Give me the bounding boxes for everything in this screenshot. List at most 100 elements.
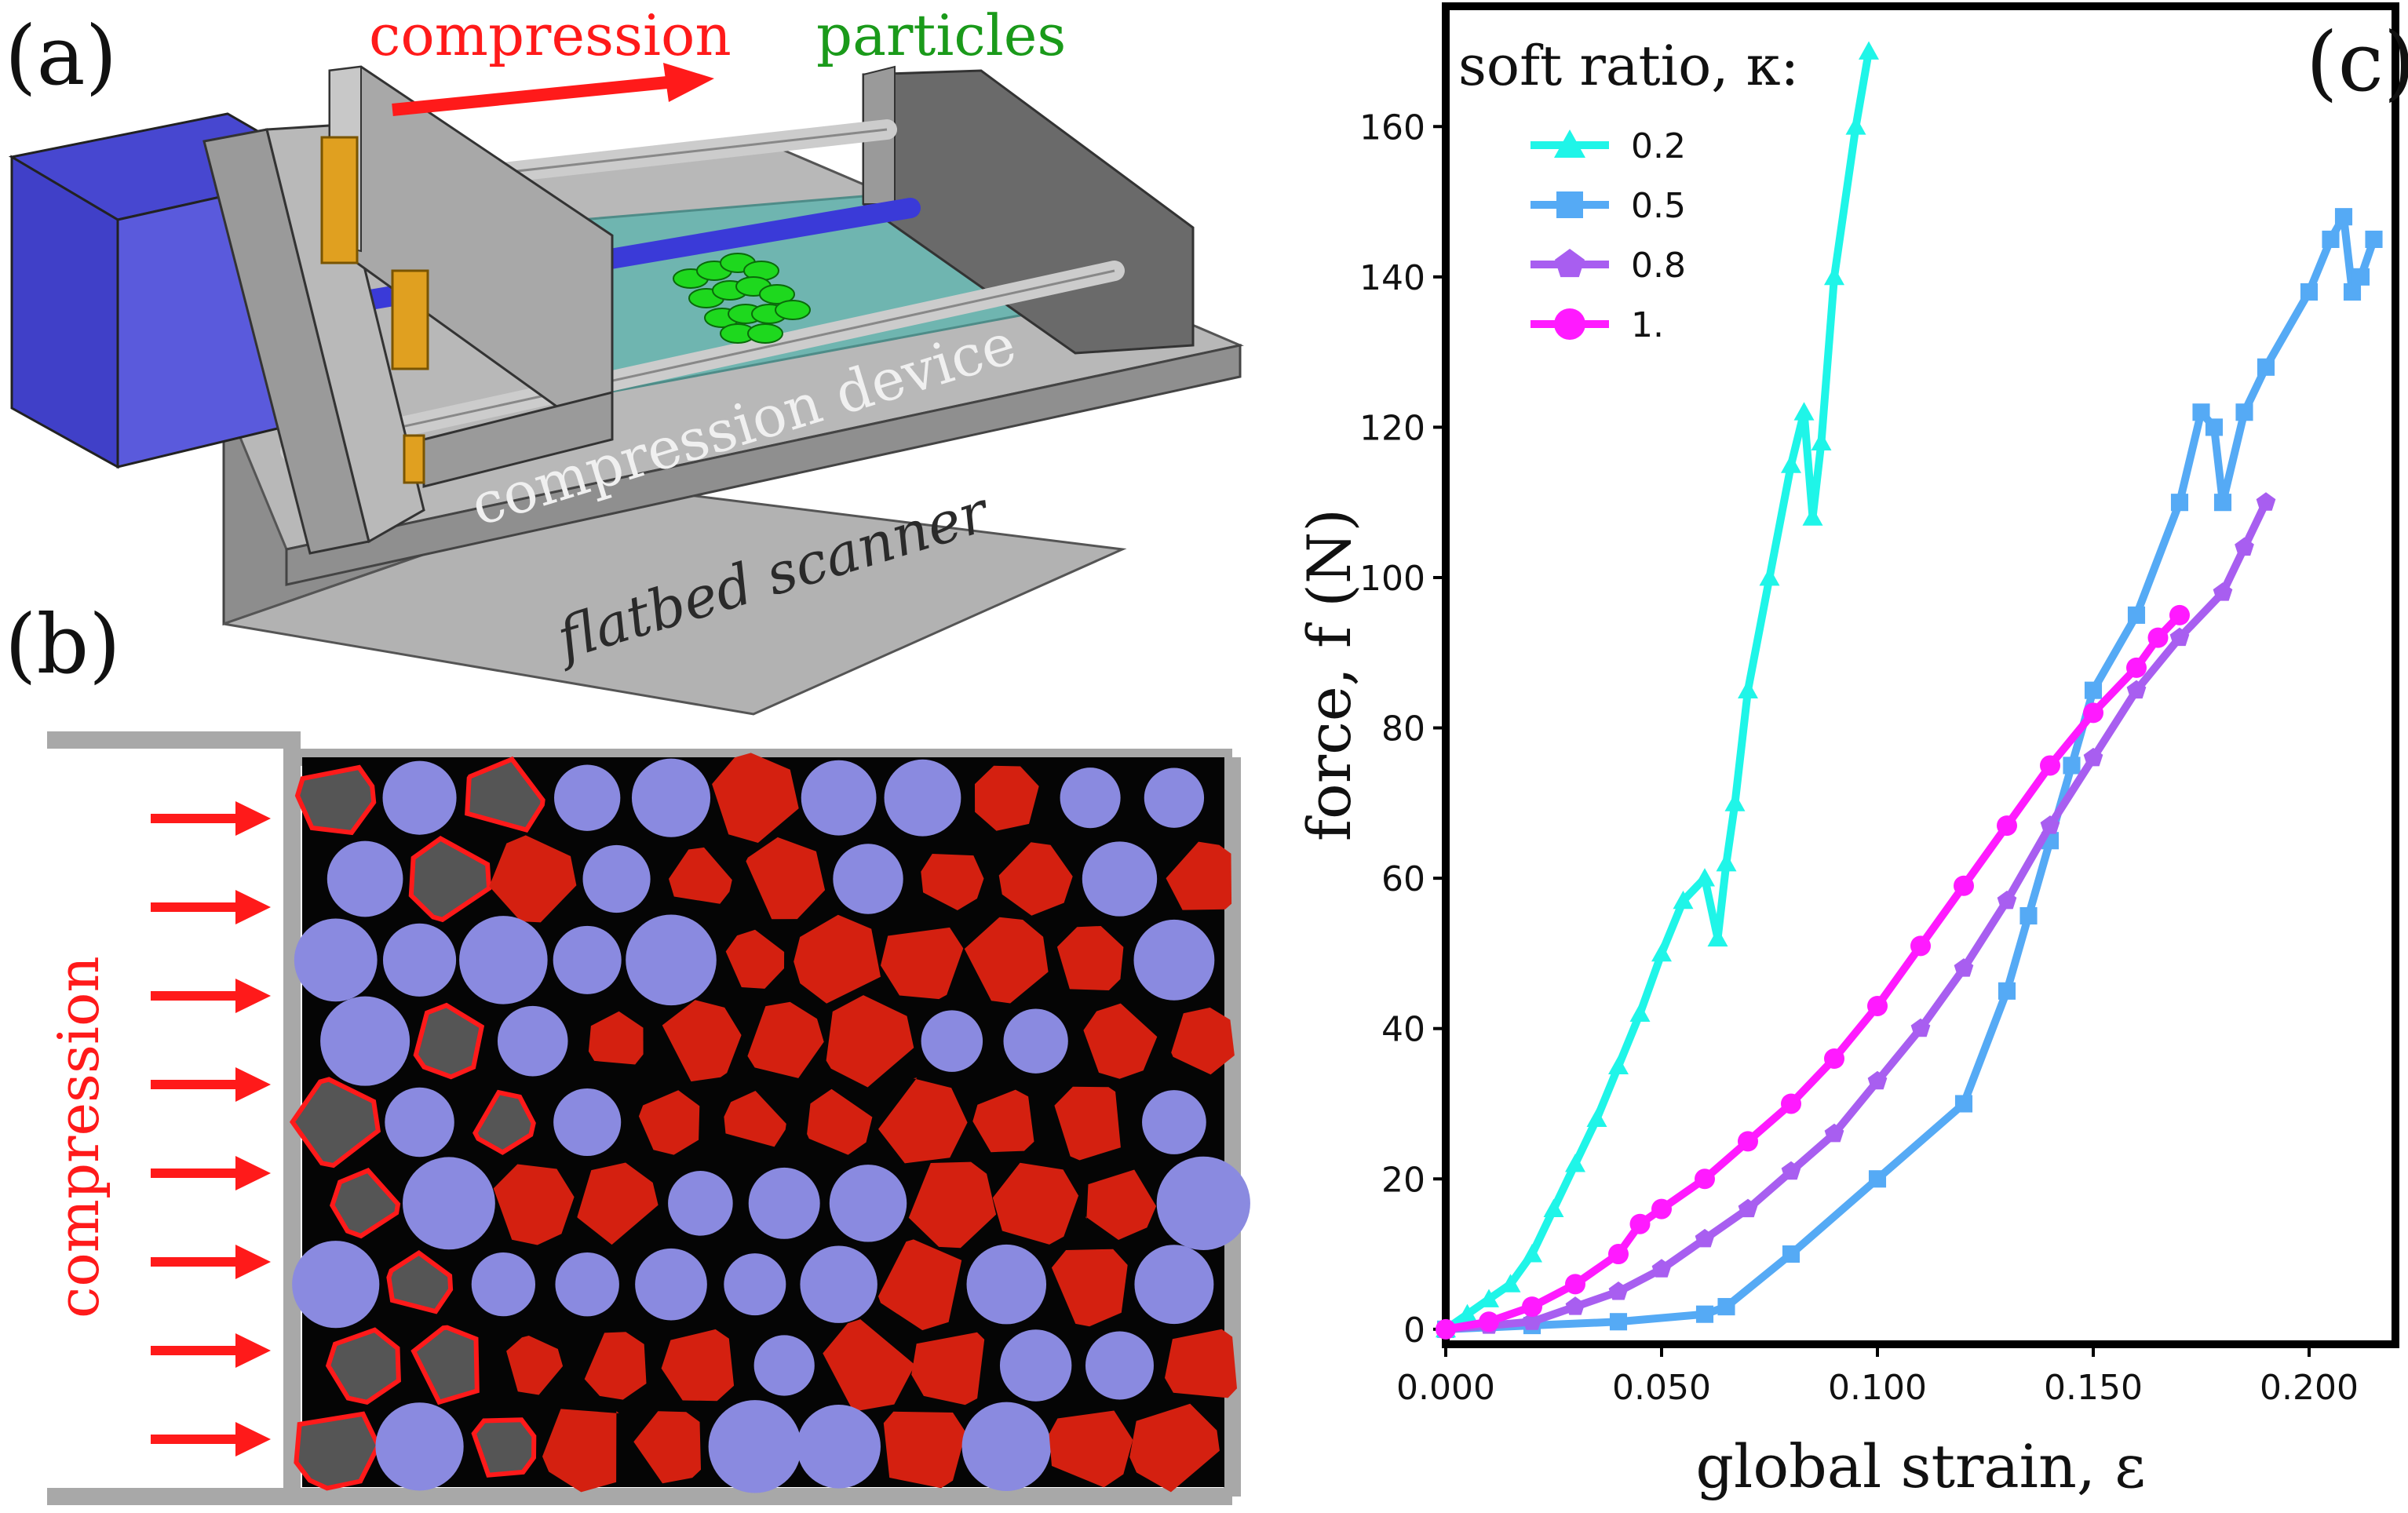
data-point (1998, 982, 2016, 1000)
data-point (1859, 41, 1879, 60)
soft-particle (801, 760, 877, 836)
soft-particle (1082, 841, 1158, 917)
particles (673, 253, 811, 344)
hard-particle (1085, 1169, 1157, 1240)
data-point (2083, 747, 2103, 767)
data-point (2019, 906, 2038, 925)
hard-particle (471, 1417, 537, 1478)
soft-particle (1085, 1331, 1154, 1400)
x-axis-ticks: 0.000 0.050 0.100 0.150 0.200 (1396, 1344, 2359, 1408)
panel-label-c: (c) (2306, 14, 2408, 110)
data-point (1479, 1311, 1499, 1333)
data-point (1824, 1048, 1844, 1070)
data-point (2235, 403, 2253, 421)
compression-arrow-3 (151, 979, 271, 1013)
hard-particle (294, 764, 377, 836)
data-point (2147, 627, 2169, 648)
data-point (1457, 1303, 1478, 1323)
soft-particle (1144, 767, 1205, 828)
soft-particle (668, 1171, 733, 1236)
compression-label-a: compression (369, 2, 732, 68)
compression-device-illustration: compression particles compression device… (8, 2, 1244, 716)
legend: soft ratio, κ: 0.2 0.5 0.8 1. (1458, 34, 1799, 345)
hard-particle (410, 1325, 480, 1405)
series-1- (1436, 604, 2190, 1340)
legend-label: 0.2 (1631, 126, 1686, 166)
data-point (2126, 657, 2147, 678)
hard-particle (1129, 1403, 1220, 1493)
data-point (2322, 230, 2340, 248)
compression-label-b: compression (46, 956, 111, 1318)
data-point (1695, 868, 1715, 887)
x-axis-label: global strain, ε (1695, 1431, 2145, 1501)
soft-particle (403, 1157, 495, 1250)
data-point (2334, 208, 2353, 226)
y-tick-label: 20 (1381, 1160, 1425, 1200)
compression-arrows (151, 801, 271, 1456)
panel-label-b: (b) (5, 596, 121, 692)
hard-particle (1054, 1086, 1121, 1161)
hard-particle (489, 835, 577, 923)
data-point (2213, 494, 2232, 512)
hard-particle (386, 1249, 454, 1314)
data-point (1738, 680, 1758, 699)
data-point (2365, 230, 2383, 248)
data-point (1565, 1154, 1585, 1172)
data-point (1717, 1298, 1735, 1316)
series-0-2 (1436, 41, 1879, 1338)
hard-particle (992, 1162, 1079, 1245)
legend-label: 0.5 (1631, 186, 1686, 226)
hard-particle (325, 1327, 401, 1405)
data-point (1707, 928, 1728, 947)
compression-arrow-2 (151, 890, 271, 924)
soft-particle (1003, 1008, 1068, 1074)
soft-particle (382, 760, 457, 835)
data-point (1543, 1198, 1564, 1217)
hard-particle (633, 1411, 701, 1484)
panel-label-a: (a) (5, 8, 118, 104)
soft-particle (554, 764, 621, 831)
data-point (1997, 815, 2017, 837)
data-point (1724, 793, 1746, 811)
data-point (1867, 1070, 1888, 1090)
data-point (1716, 852, 1737, 872)
data-point (1522, 1311, 1542, 1330)
data-point (1565, 1296, 1585, 1315)
legend-item: 0.8 (1531, 246, 1686, 286)
data-point (1824, 1123, 1844, 1143)
soft-particle (884, 759, 961, 837)
data-point (1738, 1198, 1758, 1218)
soft-particle (1134, 1245, 1214, 1325)
brackets (320, 136, 429, 484)
data-point (1811, 432, 1832, 450)
soft-particle (471, 1252, 536, 1317)
x-tick-label: 0.100 (1828, 1368, 1927, 1408)
data-point (2169, 604, 2190, 625)
hard-particle (998, 842, 1073, 916)
data-point (2213, 582, 2233, 601)
hard-particle (1049, 1410, 1133, 1488)
soft-particle (829, 1165, 907, 1242)
force-strain-chart: 0 20 40 60 80 100 120 140 160 0.000 0.050 0.100 0.1… (1294, 2, 2408, 1501)
soft-particle (327, 840, 403, 917)
data-point (1793, 402, 1815, 421)
data-point (2343, 283, 2362, 301)
x-tick-label: 0.050 (1612, 1368, 1711, 1408)
data-point (2169, 627, 2190, 647)
data-point (1673, 890, 1694, 910)
hard-particle (638, 1090, 700, 1155)
hard-particle (1051, 1249, 1128, 1327)
hard-particle (724, 1091, 786, 1147)
data-point (2126, 680, 2147, 699)
hard-particle (911, 1332, 985, 1405)
soft-particle (497, 1005, 568, 1077)
data-point (2205, 418, 2224, 436)
soft-particle (921, 1010, 983, 1072)
data-point (1997, 890, 2017, 910)
hard-particle (289, 1077, 381, 1168)
data-point (1608, 1281, 1629, 1300)
data-point (1695, 1228, 1715, 1248)
data-point (1500, 1274, 1521, 1292)
hard-particle (712, 753, 799, 843)
soft-particle (966, 1244, 1047, 1325)
